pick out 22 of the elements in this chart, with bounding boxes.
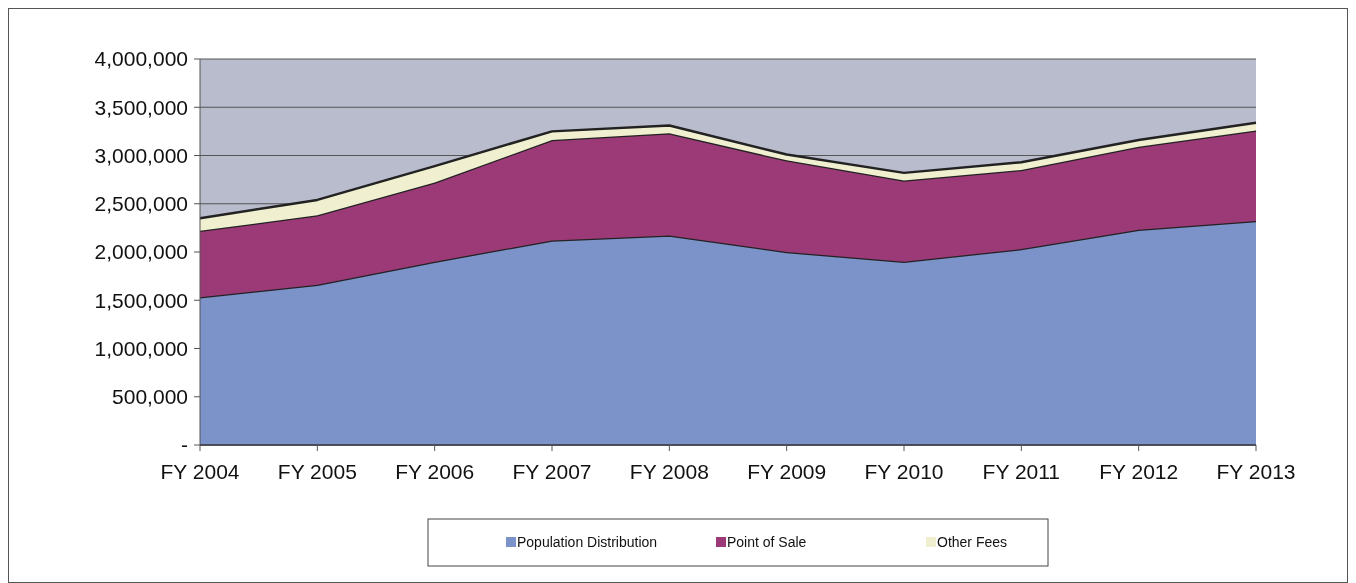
x-tick-label: FY 2005: [277, 460, 357, 483]
x-tick-label: FY 2010: [864, 460, 944, 483]
y-tick-label: 3,500,000: [94, 95, 188, 119]
x-tick-label: FY 2008: [629, 460, 709, 483]
legend-label: Other Fees: [937, 534, 1008, 550]
y-tick-label: 3,000,000: [94, 143, 188, 167]
x-tick-label: FY 2009: [747, 460, 827, 483]
x-tick-label: FY 2007: [512, 460, 592, 483]
y-tick-label: 2,500,000: [94, 192, 188, 216]
x-tick-label: FY 2004: [160, 460, 240, 483]
y-tick-label: -: [181, 433, 188, 457]
y-tick-label: 1,000,000: [94, 336, 188, 360]
legend-label: Point of Sale: [727, 534, 807, 550]
legend-label: Population Distribution: [517, 534, 658, 550]
x-tick-label: FY 2012: [1099, 460, 1179, 483]
x-tick-label: FY 2006: [395, 460, 475, 483]
y-tick-label: 4,000,000: [94, 47, 188, 71]
y-tick-label: 500,000: [112, 385, 188, 409]
x-tick-label: FY 2013: [1216, 460, 1296, 483]
y-tick-label: 1,500,000: [94, 288, 188, 312]
y-tick-label: 2,000,000: [94, 240, 188, 264]
x-tick-label: FY 2011: [982, 460, 1061, 483]
